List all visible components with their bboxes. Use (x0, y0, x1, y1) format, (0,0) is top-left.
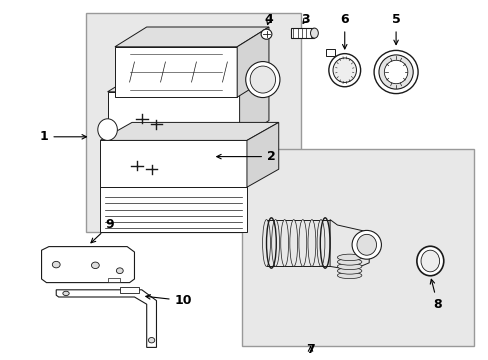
Bar (107, 278, 120, 282)
Text: 3: 3 (301, 13, 309, 26)
Ellipse shape (98, 119, 117, 140)
Polygon shape (107, 74, 268, 92)
Ellipse shape (249, 66, 275, 93)
Bar (325, 49, 334, 56)
Ellipse shape (356, 234, 376, 255)
Polygon shape (239, 74, 268, 139)
Ellipse shape (116, 268, 123, 274)
Ellipse shape (271, 220, 279, 266)
Ellipse shape (262, 220, 270, 266)
Ellipse shape (373, 50, 417, 94)
Text: 8: 8 (429, 279, 441, 311)
Bar (120, 287, 139, 293)
Ellipse shape (289, 220, 297, 266)
Text: 2: 2 (216, 150, 275, 163)
Polygon shape (56, 290, 156, 347)
Ellipse shape (337, 263, 361, 270)
Polygon shape (100, 122, 278, 140)
Ellipse shape (91, 262, 99, 269)
Text: 6: 6 (340, 13, 348, 49)
Bar (242, 149, 473, 346)
Ellipse shape (337, 254, 361, 261)
Text: 10: 10 (145, 294, 192, 307)
Ellipse shape (337, 258, 361, 265)
Ellipse shape (332, 58, 356, 82)
Ellipse shape (416, 246, 443, 276)
Ellipse shape (298, 220, 306, 266)
Ellipse shape (351, 230, 381, 259)
Text: 9: 9 (91, 219, 114, 243)
Bar (100, 187, 246, 232)
Polygon shape (107, 92, 239, 139)
Text: 5: 5 (391, 13, 400, 45)
Ellipse shape (261, 29, 271, 39)
Ellipse shape (337, 268, 361, 274)
Polygon shape (115, 47, 237, 97)
Ellipse shape (420, 250, 439, 272)
Ellipse shape (378, 55, 412, 89)
Polygon shape (41, 247, 134, 283)
Ellipse shape (316, 220, 324, 266)
Polygon shape (246, 122, 278, 187)
Bar (290, 28, 314, 38)
Ellipse shape (62, 291, 69, 296)
Polygon shape (329, 220, 368, 270)
Text: 7: 7 (305, 343, 314, 356)
Ellipse shape (148, 338, 154, 343)
Polygon shape (100, 140, 246, 187)
Text: 1: 1 (40, 130, 86, 143)
Ellipse shape (245, 62, 279, 98)
Ellipse shape (328, 54, 360, 87)
Ellipse shape (384, 60, 407, 84)
Text: 4: 4 (264, 13, 273, 26)
Bar (85, 13, 300, 232)
Ellipse shape (337, 272, 361, 279)
Ellipse shape (307, 220, 315, 266)
Ellipse shape (52, 261, 60, 268)
Ellipse shape (310, 28, 318, 38)
Polygon shape (115, 27, 268, 47)
Polygon shape (237, 27, 268, 97)
Ellipse shape (280, 220, 288, 266)
